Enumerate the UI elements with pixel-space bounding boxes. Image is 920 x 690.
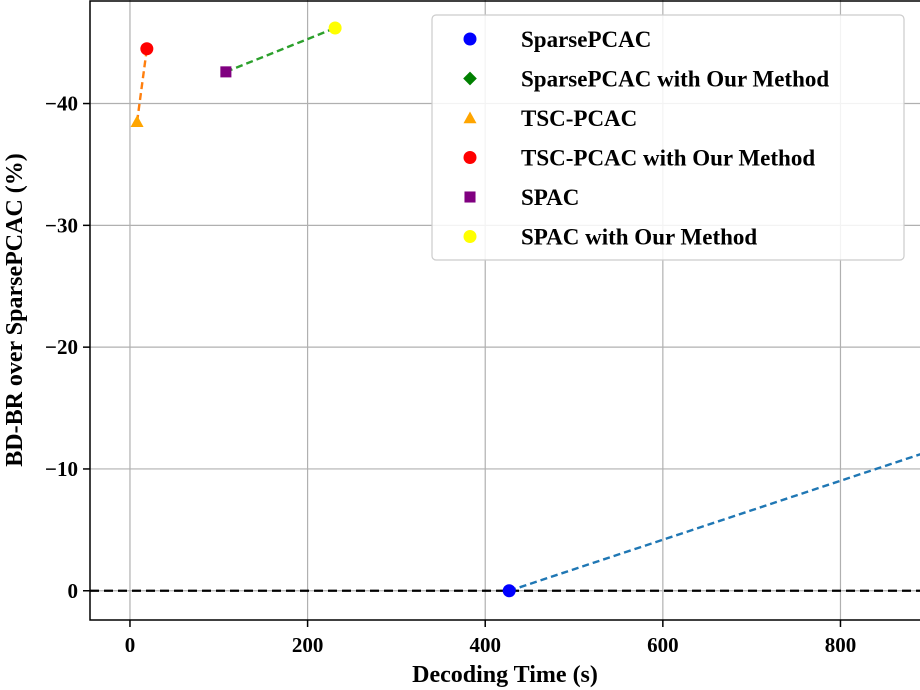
- legend-marker-2: [463, 111, 477, 124]
- y-tick-label-3: −30: [45, 213, 78, 237]
- legend-marker-1: [463, 71, 477, 86]
- legend-label-2: TSC-PCAC: [521, 106, 637, 131]
- data-point-4-0: [220, 66, 232, 78]
- connectors: [135, 26, 920, 592]
- legend-marker-4: [464, 191, 476, 203]
- x-axis-label: Decoding Time (s): [412, 662, 598, 688]
- legend-marker-0: [463, 32, 477, 46]
- legend: SparsePCAC SparsePCAC with Our Method TSC-…: [431, 14, 905, 261]
- legend-label-0: SparsePCAC: [521, 27, 651, 52]
- x-tick-label-4: 800: [825, 633, 857, 657]
- legend-marker-3: [463, 151, 477, 164]
- legend-label-3: TSC-PCAC with Our Method: [521, 146, 815, 171]
- y-tick-label-1: −10: [45, 457, 78, 481]
- plot-frame: [89, 0, 920, 621]
- y-tick-label-0: 0: [68, 579, 79, 603]
- data-point-3-0: [140, 42, 154, 56]
- legend-marker-5: [463, 230, 477, 243]
- legend-label-5: SPAC with Our Method: [521, 225, 757, 250]
- connector-line-2: [225, 26, 336, 73]
- legend-box: [431, 14, 905, 261]
- data-point-5-0: [328, 21, 342, 35]
- y-tick-label-2: −20: [45, 335, 78, 359]
- x-tick-label-3: 600: [647, 633, 679, 657]
- y-axis-ticks: 0 −10 −20 −30 −40: [45, 92, 90, 603]
- connector-line-1: [135, 48, 149, 122]
- y-axis-label: BD-BR over SparsePCAC (%): [2, 153, 28, 467]
- data-point-2-0: [130, 115, 144, 128]
- x-axis-ticks: 0 200 400 600 800: [125, 620, 857, 657]
- legend-label-4: SPAC: [521, 185, 579, 210]
- data-point-0-0: [502, 584, 516, 598]
- x-tick-label-1: 200: [292, 633, 324, 657]
- data-points: [130, 21, 516, 598]
- x-tick-label-0: 0: [125, 633, 136, 657]
- connector-line-0: [508, 453, 920, 592]
- y-tick-label-4: −40: [45, 92, 78, 116]
- legend-label-1: SparsePCAC with Our Method: [521, 67, 829, 92]
- x-tick-label-2: 400: [469, 633, 501, 657]
